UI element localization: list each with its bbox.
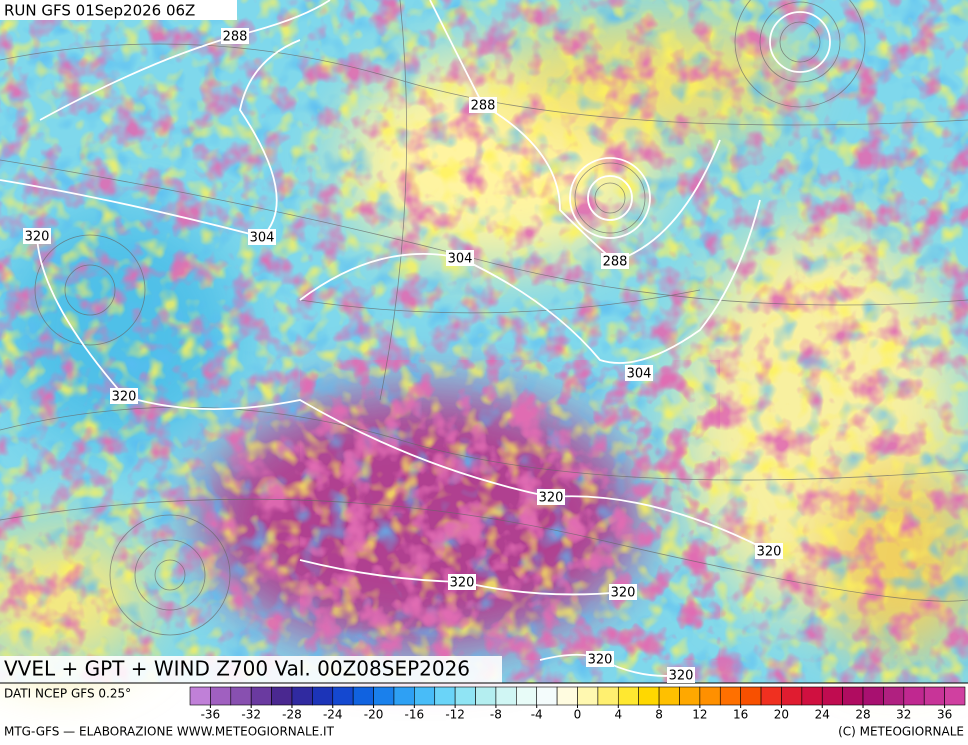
contour-label: 304 (627, 367, 652, 382)
contour-label: 288 (223, 30, 248, 45)
colorbar-swatch (250, 686, 272, 706)
colorbar-tick-label: 12 (692, 708, 707, 722)
colorbar-swatch (577, 686, 599, 706)
colorbar-tick-label: 36 (937, 708, 952, 722)
colorbar-tick-label: -32 (241, 708, 261, 722)
contour-label-box (248, 229, 276, 245)
contour-label: 288 (603, 255, 628, 270)
colorbar-swatch (862, 686, 884, 706)
contour-label-box (221, 28, 249, 44)
colorbar-swatch (597, 686, 619, 706)
colorbar-tick-label: -4 (531, 708, 543, 722)
colorbar-tick-label: -28 (282, 708, 302, 722)
colorbar-swatch (638, 686, 660, 706)
contour-label: 320 (757, 545, 782, 560)
colorbar-swatch (454, 686, 476, 706)
colorbar-tick-label: 8 (655, 708, 663, 722)
colorbar-swatch (740, 686, 762, 706)
colorbar-swatch (923, 686, 945, 706)
colorbar-swatch (944, 686, 966, 706)
colorbar-tick-label: -20 (364, 708, 384, 722)
contour-label-box (537, 489, 565, 505)
colorbar-swatch (699, 686, 721, 706)
colorbar-swatch (495, 686, 517, 706)
contour-label: 288 (471, 99, 496, 114)
colorbar-swatch (271, 686, 293, 706)
contour-label-box (667, 667, 695, 683)
colorbar-tick-label: 20 (774, 708, 789, 722)
colorbar-swatch (230, 686, 252, 706)
colorbar-swatch (434, 686, 456, 706)
contour-label-box (755, 543, 783, 559)
colorbar-swatch (475, 686, 497, 706)
contour-label-box (446, 250, 474, 266)
colorbar-swatch (536, 686, 558, 706)
colorbar-swatch (801, 686, 823, 706)
contour-label: 320 (611, 586, 636, 601)
source-label: DATI NCEP GFS 0.25° (4, 687, 131, 701)
colorbar-swatch (414, 686, 436, 706)
colorbar-swatch (658, 686, 680, 706)
contour-label-box (469, 97, 497, 113)
colorbar-tick-label: -16 (405, 708, 425, 722)
contour-label: 320 (112, 390, 137, 405)
colorbar-tick-label: -24 (323, 708, 343, 722)
colorbar-swatch (291, 686, 313, 706)
contour-label: 304 (250, 231, 275, 246)
contour-label: 304 (448, 252, 473, 267)
colorbar-swatch (719, 686, 741, 706)
colorbar-tick-label: 16 (733, 708, 748, 722)
colorbar-swatch (352, 686, 374, 706)
colorbar-tick-label: 24 (815, 708, 830, 722)
footer-left: MTG-GFS — ELABORAZIONE WWW.METEOGIORNALE… (4, 725, 335, 739)
colorbar-swatch (821, 686, 843, 706)
colorbar-swatch (842, 686, 864, 706)
contour-label: 320 (539, 491, 564, 506)
colorbar-swatch (312, 686, 334, 706)
run-label: RUN GFS 01Sep2026 06Z (4, 2, 195, 20)
contour-label: 320 (588, 653, 613, 668)
contour-label-box (609, 584, 637, 600)
colorbar-swatch (332, 686, 354, 706)
colorbar-swatch (883, 686, 905, 706)
colorbar-tick-label: 32 (896, 708, 911, 722)
colorbar-swatch (760, 686, 782, 706)
contour-label-box (625, 365, 653, 381)
colorbar-swatch (210, 686, 232, 706)
colorbar-tick-label: -12 (445, 708, 465, 722)
colorbar-tick-label: 0 (574, 708, 582, 722)
contour-label-box (23, 228, 51, 244)
contour-labels: 288 288 288 304 304 304 320 320 320 320 320 320 320 3… (23, 28, 783, 684)
colorbar-tick-label: 4 (614, 708, 622, 722)
colorbar-swatch (516, 686, 538, 706)
contour-label-box (110, 388, 138, 404)
contour-label-box (586, 651, 614, 667)
contour-label-box (601, 253, 629, 269)
colorbar-tick-label: 28 (855, 708, 870, 722)
footer-right: (C) METEOGIORNALE (838, 725, 964, 739)
contour-label: 320 (669, 669, 694, 684)
map-title: VVEL + GPT + WIND Z700 Val. 00Z08SEP2026 (4, 657, 470, 681)
colorbar-swatch (373, 686, 395, 706)
colorbar: -36 -32 -28 -24 -20 -16 -12 -8 -4 0 4 8 12 16 20 24 28 32… (189, 686, 966, 722)
colorbar-swatch (903, 686, 925, 706)
colorbar-swatch (781, 686, 803, 706)
colorbar-swatch (393, 686, 415, 706)
contour-label: 320 (450, 576, 475, 591)
colorbar-tick-label: -8 (490, 708, 502, 722)
colorbar-swatch (189, 686, 211, 706)
colorbar-tick-label: -36 (201, 708, 221, 722)
colorbar-swatch (679, 686, 701, 706)
colorbar-swatch (556, 686, 578, 706)
colorbar-swatch (617, 686, 639, 706)
run-label-box (0, 0, 237, 20)
contour-label: 320 (25, 230, 50, 245)
map-background (0, 0, 968, 683)
title-box (0, 656, 502, 683)
streamlines (0, 0, 968, 636)
contour-label-box (448, 574, 476, 590)
